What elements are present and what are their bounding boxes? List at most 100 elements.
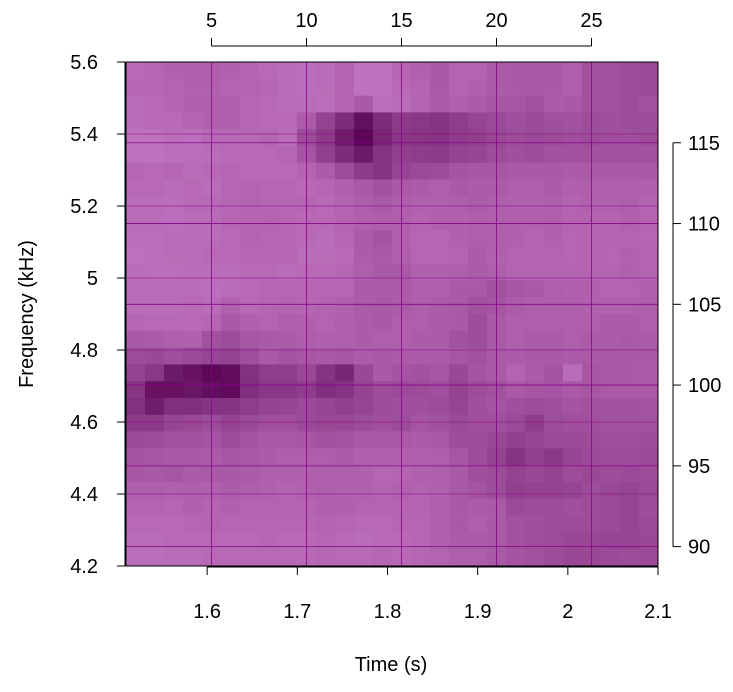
heatmap-cell — [468, 398, 488, 416]
heatmap-cell — [620, 549, 640, 567]
heatmap-cell — [506, 213, 526, 231]
heatmap-cell — [354, 330, 374, 348]
y-tick-label: 4.4 — [70, 484, 98, 506]
heatmap-cell — [221, 263, 241, 281]
heatmap-cell — [145, 515, 165, 533]
heatmap-cell — [430, 398, 450, 416]
x-axis-title: Time (s) — [355, 654, 428, 676]
heatmap-cell — [525, 129, 545, 147]
heatmap-cell — [183, 314, 203, 332]
heatmap-cell — [259, 549, 279, 567]
heatmap-cell — [373, 230, 393, 248]
heatmap-cell — [639, 347, 659, 365]
heatmap-cell — [278, 448, 298, 466]
heatmap-cell — [335, 431, 355, 449]
heatmap-cell — [335, 162, 355, 180]
heatmap-cell — [601, 465, 621, 483]
heatmap-cell — [164, 482, 184, 500]
x-axis-bottom: 1.6 1.7 1.8 1.9 2 2.1 — [193, 566, 672, 623]
heatmap-cell — [221, 498, 241, 516]
heatmap-cell — [126, 297, 146, 315]
heatmap-cell — [183, 230, 203, 248]
heatmap-cell — [411, 465, 431, 483]
heatmap-cell — [316, 549, 336, 567]
heatmap-cell — [221, 549, 241, 567]
heatmap-cell — [373, 347, 393, 365]
heatmap-cell — [145, 297, 165, 315]
heatmap-cell — [525, 549, 545, 567]
heatmap-cell — [145, 498, 165, 516]
heatmap-cell — [468, 162, 488, 180]
heatmap-cell — [449, 230, 469, 248]
heatmap-cell — [525, 95, 545, 113]
heatmap-cell — [259, 364, 279, 382]
heatmap-cell — [620, 515, 640, 533]
heatmap-cell — [544, 162, 564, 180]
heatmap-cell — [468, 62, 488, 80]
heatmap-cell — [354, 129, 374, 147]
heatmap-cell — [525, 465, 545, 483]
heatmap-cell — [335, 482, 355, 500]
heatmap-cell — [525, 263, 545, 281]
heatmap-cell — [411, 364, 431, 382]
heatmap-cell — [506, 314, 526, 332]
heatmap-cell — [430, 364, 450, 382]
heatmap-cell — [240, 162, 260, 180]
heatmap-cell — [278, 498, 298, 516]
heatmap-cell — [563, 179, 583, 197]
heatmap-cell — [183, 330, 203, 348]
heatmap-cell — [164, 414, 184, 432]
heatmap-cell — [563, 62, 583, 80]
heatmap-cell — [335, 280, 355, 298]
heatmap-cells — [126, 62, 659, 567]
heatmap-cell — [183, 347, 203, 365]
heatmap-cell — [506, 280, 526, 298]
heatmap-cell — [411, 482, 431, 500]
heatmap-cell — [221, 330, 241, 348]
heatmap-cell — [183, 112, 203, 130]
heatmap-cell — [183, 146, 203, 164]
heatmap-cell — [525, 280, 545, 298]
heatmap-cell — [449, 62, 469, 80]
heatmap-cell — [639, 515, 659, 533]
heatmap-cell — [164, 213, 184, 231]
heatmap-cell — [183, 498, 203, 516]
heatmap-cell — [430, 414, 450, 432]
heatmap-cell — [183, 179, 203, 197]
heatmap-cell — [145, 347, 165, 365]
heatmap-cell — [335, 498, 355, 516]
heatmap-cell — [183, 515, 203, 533]
heatmap-cell — [449, 482, 469, 500]
heatmap-cell — [506, 78, 526, 96]
heatmap-cell — [164, 330, 184, 348]
heatmap-cell — [316, 246, 336, 264]
heatmap-cell — [430, 515, 450, 533]
heatmap-cell — [411, 95, 431, 113]
heatmap-cell — [278, 146, 298, 164]
y-tick-label: 5 — [87, 268, 98, 290]
heatmap-cell — [430, 162, 450, 180]
heatmap-cell — [639, 498, 659, 516]
heatmap-cell — [430, 62, 450, 80]
heatmap-cell — [430, 95, 450, 113]
heatmap-cell — [563, 129, 583, 147]
heatmap-cell — [259, 347, 279, 365]
heatmap-cell — [468, 112, 488, 130]
heatmap-cell — [525, 213, 545, 231]
heatmap-cell — [240, 347, 260, 365]
heatmap-cell — [449, 196, 469, 214]
heatmap-cell — [316, 280, 336, 298]
heatmap-cell — [126, 146, 146, 164]
heatmap-cell — [449, 381, 469, 399]
heatmap-cell — [221, 213, 241, 231]
top-tick-label: 20 — [485, 10, 507, 32]
heatmap-cell — [354, 297, 374, 315]
heatmap-cell — [335, 263, 355, 281]
heatmap-cell — [563, 314, 583, 332]
heatmap-cell — [601, 62, 621, 80]
heatmap-cell — [373, 482, 393, 500]
heatmap-cell — [183, 162, 203, 180]
heatmap-cell — [601, 515, 621, 533]
heatmap-cell — [259, 213, 279, 231]
